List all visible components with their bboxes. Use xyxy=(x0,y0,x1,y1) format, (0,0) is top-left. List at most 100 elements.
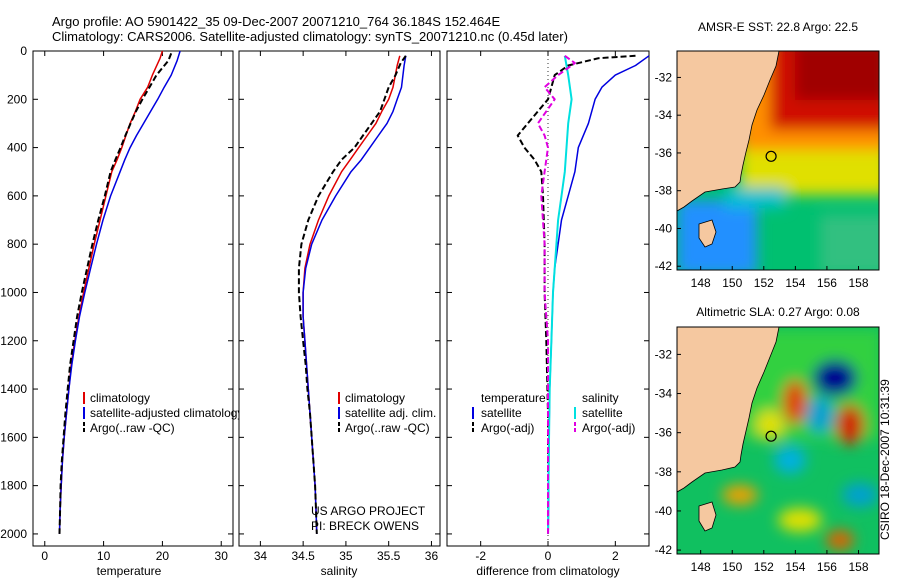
legend-label-argo: Argo(..raw -QC) xyxy=(90,421,175,435)
map-x-tick-label: 158 xyxy=(848,276,868,290)
map-x-tick-label: 156 xyxy=(817,560,837,574)
legend-heading-salinity: salinity xyxy=(582,391,619,405)
map-x-tick-label: 154 xyxy=(785,276,805,290)
x-tick-label: 10 xyxy=(97,549,111,563)
map-y-tick-label: -36 xyxy=(655,146,673,160)
map-x-tick-label: 150 xyxy=(722,560,742,574)
series-line-argo-raw-qc xyxy=(297,55,407,534)
map-x-tick-label: 154 xyxy=(785,560,805,574)
y-tick-label: 400 xyxy=(7,141,27,155)
map-y-tick-label: -40 xyxy=(655,504,673,518)
temperature-legend: climatology satellite-adjusted climatolo… xyxy=(83,391,243,435)
sla-map-frame xyxy=(676,326,880,555)
sst-map-title: AMSR-E SST: 22.8 Argo: 22.5 xyxy=(698,20,858,34)
map-x-tick-label: 152 xyxy=(754,276,774,290)
y-tick-label: 1400 xyxy=(0,382,27,396)
x-tick-label: 0 xyxy=(545,549,552,563)
legend-label-satellite: satellite-adjusted climatology xyxy=(90,406,243,420)
sla-map-ticks: 148 150 152 154 156 158 -32 -34 -36 -38 -40 -42 xyxy=(655,347,869,574)
series-line-temperature-argo-adj xyxy=(516,54,636,534)
legend-label-sal-satellite: satellite xyxy=(582,406,623,420)
map-y-tick-label: -42 xyxy=(655,259,673,273)
sla-argo-position-marker xyxy=(765,430,777,442)
legend-label-temp-argo: Argo(-adj) xyxy=(481,421,534,435)
sst-map-frame xyxy=(676,50,880,271)
difference-series xyxy=(516,54,650,534)
sst-map-land xyxy=(677,51,780,212)
sla-map-panel: Altimetric SLA: 0.27 Argo: 0.08 xyxy=(655,305,880,574)
map-x-tick-label: 150 xyxy=(722,276,742,290)
map-x-tick-label: 148 xyxy=(691,276,711,290)
sla-map-land xyxy=(677,327,780,493)
map-y-tick-label: -38 xyxy=(655,184,673,198)
y-tick-label: 200 xyxy=(7,92,27,106)
x-tick-label: 34.5 xyxy=(291,549,315,563)
map-y-tick-label: -34 xyxy=(655,387,673,401)
sst-map-panel: AMSR-E SST: 22.8 Argo: 22.5 148 150 152 154… xyxy=(655,20,880,290)
figure-title-line1: Argo profile: AO 5901422_35 09-Dec-2007 … xyxy=(52,14,501,29)
map-x-tick-label: 156 xyxy=(817,276,837,290)
sst-map-tasmania xyxy=(698,219,717,248)
salinity-xlabel: salinity xyxy=(321,564,358,578)
map-y-tick-label: -40 xyxy=(655,221,673,235)
y-tick-label: 600 xyxy=(7,189,27,203)
map-y-tick-label: -38 xyxy=(655,465,673,479)
difference-xlabel: difference from climatology xyxy=(476,564,619,578)
legend-label-climatology: climatology xyxy=(345,391,405,405)
temperature-xlabel: temperature xyxy=(97,564,162,578)
map-x-tick-label: 148 xyxy=(691,560,711,574)
y-tick-label: 1800 xyxy=(0,479,27,493)
y-tick-label: 2000 xyxy=(0,527,27,541)
y-tick-label: 1000 xyxy=(0,285,27,299)
temperature-axes-frame xyxy=(32,50,234,547)
x-tick-label: 36 xyxy=(425,549,439,563)
salinity-legend: climatology satellite adj. clim. Argo(..… xyxy=(338,391,436,435)
legend-label-argo: Argo(..raw -QC) xyxy=(345,421,430,435)
credit-line2: PI: BRECK OWENS xyxy=(311,519,419,533)
salinity-ticks: 34 34.5 35 35.5 36 xyxy=(239,50,440,563)
map-y-tick-label: -36 xyxy=(655,426,673,440)
map-y-tick-label: -42 xyxy=(655,543,673,557)
map-y-tick-label: -32 xyxy=(655,70,673,84)
x-tick-label: 20 xyxy=(156,549,170,563)
sst-argo-position-marker xyxy=(765,150,777,162)
series-line-salinity-argo-adj xyxy=(536,54,576,534)
legend-label-sal-argo: Argo(-adj) xyxy=(582,421,635,435)
salinity-panel: 34 34.5 35 35.5 36 salinity climatology sate… xyxy=(238,50,441,578)
x-tick-label: 35 xyxy=(339,549,353,563)
difference-legend: temperature satellite Argo(-adj) salinit… xyxy=(472,391,635,435)
x-tick-label: 34 xyxy=(254,549,268,563)
series-line-salinity-satellite xyxy=(547,55,573,534)
y-tick-label: 1600 xyxy=(0,430,27,444)
temperature-series xyxy=(58,50,181,534)
map-y-tick-label: -32 xyxy=(655,347,673,361)
series-line-satellite-adj-clim xyxy=(302,55,407,534)
x-tick-label: 0 xyxy=(41,549,48,563)
salinity-series xyxy=(297,55,407,534)
temperature-panel: 0 10 20 30 0 200 400 600 800 1000 1200 1400 1600 1800… xyxy=(0,44,243,578)
figure-title-line2: Climatology: CARS2006. Satellite-adjuste… xyxy=(52,29,568,44)
series-line-argo-raw-qc xyxy=(58,53,173,534)
y-tick-label: 800 xyxy=(7,237,27,251)
x-tick-label: -2 xyxy=(475,549,486,563)
difference-panel: -2 0 2 difference from climatology tempera… xyxy=(446,50,650,578)
legend-heading-temperature: temperature xyxy=(481,391,546,405)
sla-map-tasmania xyxy=(698,501,717,532)
legend-label-climatology: climatology xyxy=(90,391,150,405)
x-tick-label: 35.5 xyxy=(377,549,401,563)
y-tick-label: 1200 xyxy=(0,334,27,348)
legend-label-satellite: satellite adj. clim. xyxy=(345,406,436,420)
salinity-axes-frame xyxy=(238,50,441,547)
map-y-tick-label: -34 xyxy=(655,108,673,122)
sst-field xyxy=(677,51,879,270)
legend-label-temp-satellite: satellite xyxy=(481,406,522,420)
x-tick-label: 30 xyxy=(215,549,229,563)
credit-line1: US ARGO PROJECT xyxy=(311,504,426,518)
x-tick-label: 2 xyxy=(612,549,619,563)
sla-map-title: Altimetric SLA: 0.27 Argo: 0.08 xyxy=(696,305,860,319)
sst-map-ticks: 148 150 152 154 156 158 -32 -34 -36 -38 -40 -42 xyxy=(655,70,869,290)
map-x-tick-label: 152 xyxy=(754,560,774,574)
side-caption: CSIRO 18-Dec-2007 10:31:39 xyxy=(878,379,892,540)
